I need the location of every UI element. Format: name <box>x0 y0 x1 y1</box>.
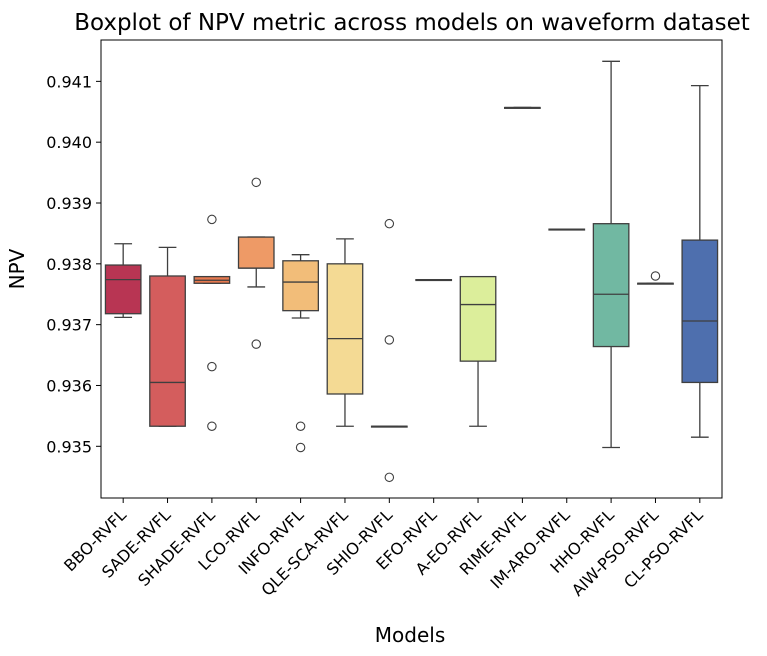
box <box>237 236 275 269</box>
box <box>282 260 320 312</box>
outlier-point <box>207 421 217 431</box>
box-group-aiw-pso-rvfl <box>637 271 674 285</box>
x-axis-label: Models <box>375 623 445 647</box>
box-group-rime-rvfl <box>503 106 541 109</box>
y-tick-label: 0.935 <box>46 437 92 456</box>
outlier-point <box>384 472 395 483</box>
box <box>104 264 142 315</box>
y-tick-label: 0.940 <box>46 133 92 152</box>
box-group-efo-rvfl <box>415 278 453 282</box>
box <box>459 275 497 362</box>
outlier-point <box>251 339 262 349</box>
plot-area <box>104 60 719 483</box>
box <box>149 275 186 427</box>
x-tick-label: CL-PSO-RVFL <box>620 505 707 592</box>
outlier-point <box>384 335 395 345</box>
outlier-point <box>207 361 217 372</box>
outlier-point <box>384 218 395 229</box>
outlier-point <box>295 421 306 431</box>
box-group-qle-sca-rvfl <box>326 238 364 427</box>
y-tick-label: 0.938 <box>46 255 92 274</box>
box-group-info-rvfl <box>282 254 320 453</box>
box <box>592 223 630 348</box>
y-tick-label: 0.936 <box>46 376 92 395</box>
y-axis-label: NPV <box>5 248 29 289</box>
plot-frame <box>100 39 723 499</box>
chart-title: Boxplot of NPV metric across models on w… <box>74 10 750 36</box>
box-group-hho-rvfl <box>592 60 630 449</box>
box <box>681 239 719 384</box>
box-group-im-aro-rvfl <box>548 228 586 231</box>
y-tick-label: 0.939 <box>46 194 92 213</box>
box-group-sade-rvfl <box>149 246 186 427</box>
x-axis: BBO-RVFLSADE-RVFLSHADE-RVFLLCO-RVFLINFO-… <box>60 498 707 600</box>
box-group-cl-pso-rvfl <box>681 84 719 438</box>
outlier-point <box>207 214 217 225</box>
outlier-point <box>251 177 262 188</box>
box-group-lco-rvfl <box>237 177 275 349</box>
box-group-shio-rvfl <box>370 218 408 483</box>
box-group-bbo-rvfl <box>104 243 142 319</box>
outlier-point <box>295 442 306 453</box>
box-group-shade-rvfl <box>193 214 231 431</box>
box-group-a-eo-rvfl <box>459 275 497 427</box>
box <box>326 263 364 395</box>
y-tick-label: 0.941 <box>46 72 92 91</box>
outlier-point <box>650 271 661 281</box>
y-axis: 0.935 0.936 0.937 0.938 0.939 0.940 0.941 <box>46 72 101 456</box>
y-tick-label: 0.937 <box>46 316 92 335</box>
